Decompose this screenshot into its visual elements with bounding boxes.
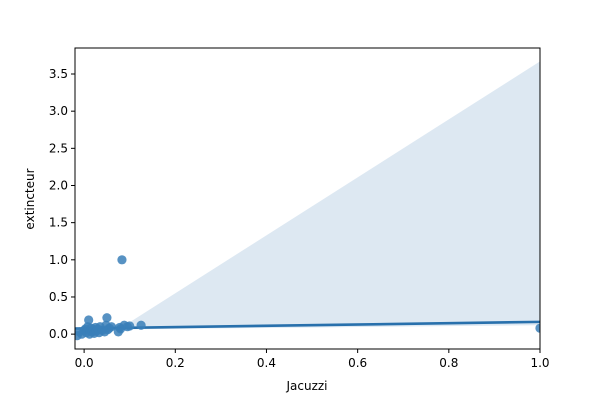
data-point <box>117 255 127 265</box>
y-axis-ticks: 0.0 0.5 1.0 1.5 2.0 2.5 3.0 3.5 <box>49 67 75 341</box>
regression-line-layer <box>75 320 540 330</box>
x-axis-label: Jacuzzi <box>285 379 327 393</box>
data-points-layer <box>75 255 540 341</box>
y-tick-label: 1.0 <box>49 253 68 267</box>
plot-frame <box>74 47 541 350</box>
data-point <box>84 315 94 325</box>
confidence-band-layer <box>75 61 540 332</box>
x-tick-label: 0.4 <box>257 356 276 370</box>
x-tick-label: 0.6 <box>348 356 367 370</box>
data-point <box>535 323 540 333</box>
y-tick-label: 1.5 <box>49 216 68 230</box>
axes-frame <box>74 47 541 350</box>
y-tick-label: 3.5 <box>49 67 68 81</box>
x-axis-ticks: 0.0 0.2 0.4 0.6 0.8 1.0 <box>75 349 550 370</box>
data-point <box>125 321 135 331</box>
y-tick-label: 3.0 <box>49 104 68 118</box>
data-point <box>136 320 146 330</box>
data-point <box>106 322 117 332</box>
x-tick-label: 1.0 <box>530 356 549 370</box>
y-tick-label: 0.5 <box>49 290 68 304</box>
confidence-band <box>75 61 540 332</box>
y-axis-label: extincteur <box>23 168 37 229</box>
y-tick-label: 2.0 <box>49 178 68 192</box>
x-tick-label: 0.2 <box>166 356 185 370</box>
y-tick-label: 2.5 <box>49 141 68 155</box>
x-tick-label: 0.8 <box>439 356 458 370</box>
y-tick-label: 0.0 <box>49 327 68 341</box>
x-tick-label: 0.0 <box>75 356 94 370</box>
data-point <box>102 313 112 323</box>
regression-line <box>75 320 540 330</box>
